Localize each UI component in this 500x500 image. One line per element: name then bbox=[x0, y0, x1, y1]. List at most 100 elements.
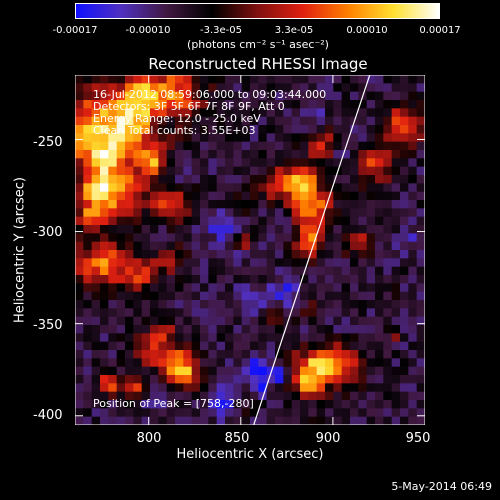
heatmap-cell bbox=[150, 75, 159, 84]
heatmap-cell bbox=[366, 158, 376, 168]
heatmap-cell bbox=[83, 300, 93, 309]
heatmap-cell bbox=[341, 183, 351, 193]
heatmap-cell bbox=[283, 91, 293, 101]
heatmap-cell bbox=[358, 350, 368, 359]
heatmap-cell bbox=[308, 275, 318, 284]
heatmap-cell bbox=[408, 216, 418, 226]
heatmap-cell bbox=[108, 383, 118, 393]
heatmap-cell bbox=[125, 408, 134, 418]
heatmap-cell bbox=[275, 308, 284, 318]
heatmap-cell bbox=[150, 283, 159, 293]
heatmap-cell bbox=[250, 291, 259, 301]
heatmap-cell bbox=[150, 316, 159, 326]
heatmap-cell bbox=[225, 208, 234, 218]
heatmap-cell bbox=[216, 275, 226, 284]
heatmap-cell bbox=[266, 208, 276, 218]
heatmap-cell bbox=[250, 175, 259, 184]
heatmap-cell bbox=[191, 108, 201, 118]
heatmap-cell bbox=[191, 191, 201, 201]
heatmap-cell bbox=[133, 316, 143, 326]
heatmap-cell bbox=[108, 341, 118, 351]
heatmap-cell bbox=[208, 200, 218, 209]
heatmap-cell bbox=[91, 400, 101, 409]
heatmap-cell bbox=[208, 183, 218, 193]
heatmap-cell bbox=[208, 75, 218, 84]
heatmap-cell bbox=[350, 308, 359, 318]
heatmap-cell bbox=[200, 166, 209, 176]
colorbar bbox=[75, 3, 440, 19]
heatmap-cell bbox=[358, 150, 368, 159]
heatmap-cell bbox=[341, 358, 351, 368]
heatmap-cell bbox=[375, 183, 384, 193]
heatmap-cell bbox=[200, 400, 209, 409]
heatmap-cell bbox=[325, 141, 334, 151]
heatmap-cell bbox=[133, 325, 143, 334]
heatmap-cell bbox=[308, 158, 318, 168]
heatmap-cell bbox=[258, 250, 268, 259]
heatmap-cell bbox=[250, 300, 259, 309]
colorbar-units: (photons cm⁻² s⁻¹ asec⁻²) bbox=[187, 38, 329, 51]
heatmap-cell bbox=[383, 408, 393, 418]
heatmap-cell bbox=[375, 308, 384, 318]
heatmap-cell bbox=[408, 108, 418, 118]
heatmap-cell bbox=[166, 383, 176, 393]
heatmap-cell bbox=[175, 391, 184, 401]
heatmap-cell bbox=[400, 308, 409, 318]
heatmap-cell bbox=[208, 250, 218, 259]
heatmap-cell bbox=[358, 308, 368, 318]
heatmap-cell bbox=[241, 216, 251, 226]
heatmap-cell bbox=[241, 250, 251, 259]
heatmap-cell bbox=[341, 150, 351, 159]
heatmap-cell bbox=[133, 375, 143, 384]
heatmap-cell bbox=[391, 416, 401, 425]
heatmap-cell bbox=[225, 175, 234, 184]
heatmap-cell bbox=[316, 166, 326, 176]
heatmap-cell bbox=[125, 125, 134, 134]
heatmap-cell bbox=[250, 308, 259, 318]
peak-position-label: Position of Peak = [758,-280] bbox=[93, 397, 254, 410]
heatmap-cell bbox=[358, 75, 368, 84]
heatmap-cell bbox=[300, 383, 309, 393]
heatmap-cell bbox=[150, 350, 159, 359]
heatmap-cell bbox=[366, 283, 376, 293]
heatmap-cell bbox=[216, 200, 226, 209]
y-tick-label: -300 bbox=[33, 225, 63, 240]
heatmap-cell bbox=[183, 208, 193, 218]
heatmap-cell bbox=[400, 333, 409, 343]
heatmap-cell bbox=[266, 225, 276, 234]
heatmap-cell bbox=[225, 350, 234, 359]
heatmap-cell bbox=[216, 208, 226, 218]
heatmap-cell bbox=[216, 100, 226, 109]
heatmap-cell bbox=[341, 116, 351, 126]
heatmap-cell bbox=[91, 391, 101, 401]
heatmap-cell bbox=[316, 275, 326, 284]
heatmap-cell bbox=[141, 191, 151, 201]
heatmap-cell bbox=[391, 375, 401, 384]
heatmap-cell bbox=[341, 383, 351, 393]
heatmap-cell bbox=[175, 116, 184, 126]
heatmap-cell bbox=[250, 233, 259, 243]
heatmap-cell bbox=[333, 308, 343, 318]
heatmap-cell bbox=[366, 408, 376, 418]
heatmap-cell bbox=[241, 325, 251, 334]
heatmap-cell bbox=[91, 191, 101, 201]
heatmap-cell bbox=[250, 275, 259, 284]
heatmap-cell bbox=[400, 158, 409, 168]
solar-limb-line bbox=[253, 75, 371, 425]
heatmap-cell bbox=[250, 133, 259, 143]
heatmap-cell bbox=[108, 158, 118, 168]
heatmap-cell bbox=[233, 191, 243, 201]
heatmap-cell bbox=[308, 350, 318, 359]
heatmap-cell bbox=[400, 350, 409, 359]
heatmap-cell bbox=[158, 158, 168, 168]
heatmap-cell bbox=[100, 258, 109, 268]
heatmap-cell bbox=[291, 391, 301, 401]
heatmap-cell bbox=[133, 383, 143, 393]
heatmap-cell bbox=[408, 408, 418, 418]
heatmap-cell bbox=[416, 358, 425, 368]
heatmap-cell bbox=[108, 83, 118, 93]
heatmap-cell bbox=[208, 150, 218, 159]
heatmap-cell bbox=[183, 350, 193, 359]
colorbar-tick: 0.00010 bbox=[346, 25, 388, 36]
heatmap-cell bbox=[258, 216, 268, 226]
